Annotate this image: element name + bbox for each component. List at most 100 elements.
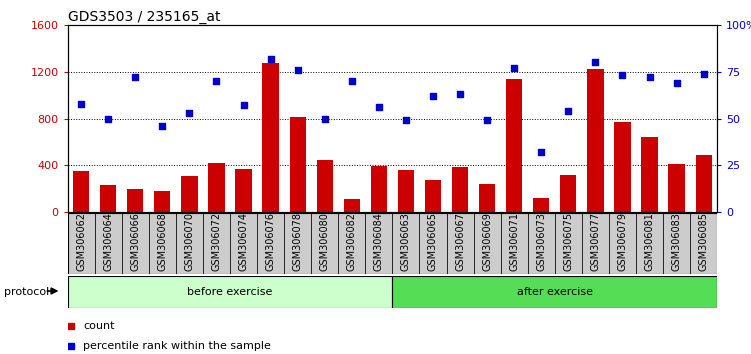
Bar bbox=[392, 213, 420, 274]
Bar bbox=[420, 213, 447, 274]
Bar bbox=[690, 213, 717, 274]
Bar bbox=[695, 155, 712, 212]
Text: GDS3503 / 235165_at: GDS3503 / 235165_at bbox=[68, 10, 220, 24]
Point bbox=[345, 78, 357, 84]
Text: percentile rank within the sample: percentile rank within the sample bbox=[83, 341, 271, 350]
Bar bbox=[235, 169, 252, 212]
Bar bbox=[452, 167, 468, 212]
Bar bbox=[290, 118, 306, 212]
Bar bbox=[555, 213, 582, 274]
Text: GSM306073: GSM306073 bbox=[536, 212, 546, 271]
Point bbox=[183, 110, 195, 116]
Bar bbox=[582, 213, 609, 274]
Bar bbox=[284, 213, 311, 274]
Bar bbox=[203, 213, 230, 274]
Point bbox=[698, 71, 710, 76]
Point bbox=[102, 116, 114, 121]
Bar bbox=[641, 137, 658, 212]
Point bbox=[75, 101, 87, 107]
Text: GSM306069: GSM306069 bbox=[482, 212, 492, 271]
Bar bbox=[365, 213, 392, 274]
Text: GSM306065: GSM306065 bbox=[428, 212, 438, 271]
Bar bbox=[95, 213, 122, 274]
Bar bbox=[311, 213, 338, 274]
Text: GSM306063: GSM306063 bbox=[401, 212, 411, 271]
Point bbox=[237, 103, 249, 108]
Bar bbox=[614, 122, 631, 212]
Bar bbox=[371, 166, 387, 212]
Text: GSM306079: GSM306079 bbox=[617, 212, 628, 271]
Point bbox=[156, 123, 168, 129]
Bar bbox=[181, 176, 198, 212]
Text: GSM306062: GSM306062 bbox=[76, 212, 86, 271]
Text: GSM306075: GSM306075 bbox=[563, 212, 573, 271]
Point bbox=[617, 73, 629, 78]
Point bbox=[454, 91, 466, 97]
Point bbox=[264, 56, 276, 61]
Bar bbox=[663, 213, 690, 274]
Bar bbox=[127, 189, 143, 212]
Point bbox=[481, 118, 493, 123]
Point bbox=[318, 116, 330, 121]
Text: GSM306078: GSM306078 bbox=[293, 212, 303, 271]
Text: GSM306076: GSM306076 bbox=[266, 212, 276, 271]
Text: GSM306067: GSM306067 bbox=[455, 212, 465, 271]
Point bbox=[590, 59, 602, 65]
Bar bbox=[68, 276, 392, 308]
Text: count: count bbox=[83, 321, 115, 331]
Point bbox=[291, 67, 303, 73]
Bar bbox=[560, 175, 577, 212]
Bar bbox=[154, 191, 170, 212]
Bar bbox=[609, 213, 636, 274]
Bar bbox=[73, 171, 89, 212]
Point bbox=[210, 78, 222, 84]
Point bbox=[562, 108, 575, 114]
Bar bbox=[208, 163, 225, 212]
Bar bbox=[479, 184, 495, 212]
Bar bbox=[176, 213, 203, 274]
Bar bbox=[230, 213, 257, 274]
Point bbox=[671, 80, 683, 86]
Bar bbox=[257, 213, 284, 274]
Text: GSM306066: GSM306066 bbox=[130, 212, 140, 271]
Text: GSM306072: GSM306072 bbox=[212, 212, 222, 271]
Bar bbox=[501, 213, 528, 274]
Bar bbox=[317, 160, 333, 212]
Bar bbox=[149, 213, 176, 274]
Bar bbox=[506, 79, 522, 212]
Point bbox=[644, 74, 656, 80]
Point bbox=[400, 118, 412, 123]
Text: GSM306064: GSM306064 bbox=[103, 212, 113, 271]
Text: before exercise: before exercise bbox=[187, 287, 273, 297]
Point bbox=[427, 93, 439, 99]
Bar bbox=[668, 164, 685, 212]
Text: GSM306074: GSM306074 bbox=[239, 212, 249, 271]
Text: GSM306068: GSM306068 bbox=[157, 212, 167, 271]
Bar bbox=[447, 213, 474, 274]
Bar bbox=[263, 63, 279, 212]
Bar bbox=[338, 213, 365, 274]
Text: GSM306081: GSM306081 bbox=[644, 212, 655, 271]
Bar bbox=[344, 199, 360, 212]
Point bbox=[535, 149, 547, 155]
Text: GSM306082: GSM306082 bbox=[347, 212, 357, 271]
Bar bbox=[636, 213, 663, 274]
Bar bbox=[528, 213, 555, 274]
Bar bbox=[474, 213, 501, 274]
Text: GSM306071: GSM306071 bbox=[509, 212, 519, 271]
Bar bbox=[100, 185, 116, 212]
Bar bbox=[398, 170, 414, 212]
Text: GSM306080: GSM306080 bbox=[320, 212, 330, 271]
Text: protocol: protocol bbox=[4, 287, 49, 297]
Text: GSM306077: GSM306077 bbox=[590, 212, 600, 271]
Point bbox=[508, 65, 520, 71]
Bar bbox=[533, 198, 550, 212]
Point bbox=[372, 104, 385, 110]
Bar bbox=[392, 276, 717, 308]
Point bbox=[129, 74, 141, 80]
Bar bbox=[425, 180, 441, 212]
Text: GSM306083: GSM306083 bbox=[671, 212, 682, 271]
Text: after exercise: after exercise bbox=[517, 287, 593, 297]
Bar bbox=[122, 213, 149, 274]
Text: GSM306070: GSM306070 bbox=[185, 212, 195, 271]
